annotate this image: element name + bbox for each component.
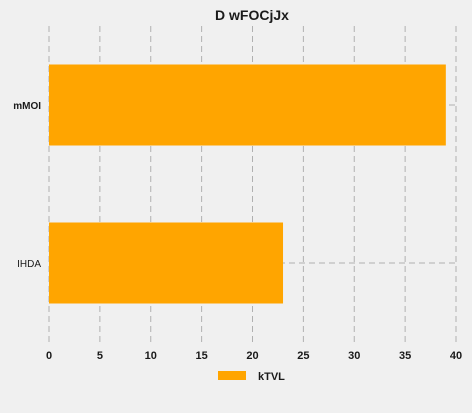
x-tick-label-10: 10 — [145, 350, 157, 362]
x-tick-label-30: 30 — [348, 350, 360, 362]
category-label-mmoi: mMOI — [13, 101, 41, 112]
x-tick-label-5: 5 — [97, 350, 103, 362]
category-label-ihda: IHDA — [17, 259, 41, 270]
x-tick-label-15: 15 — [196, 350, 208, 362]
legend-swatch-ktvl — [218, 371, 246, 380]
x-tick-label-20: 20 — [246, 350, 258, 362]
chart-title: D wFOCjJx — [215, 7, 289, 23]
x-tick-label-25: 25 — [297, 350, 309, 362]
legend-label-ktvl: kTVL — [258, 371, 285, 383]
bar-ihda — [49, 222, 284, 304]
x-tick-label-40: 40 — [450, 350, 462, 362]
legend: kTVL — [218, 371, 285, 383]
bars — [49, 64, 446, 304]
x-tick-label-35: 35 — [399, 350, 411, 362]
bar-mmoi — [49, 64, 446, 146]
x-axis-ticks: 0 5 10 15 20 25 30 35 40 — [46, 350, 462, 362]
category-labels: mMOI IHDA — [13, 101, 41, 270]
x-tick-label-0: 0 — [46, 350, 52, 362]
